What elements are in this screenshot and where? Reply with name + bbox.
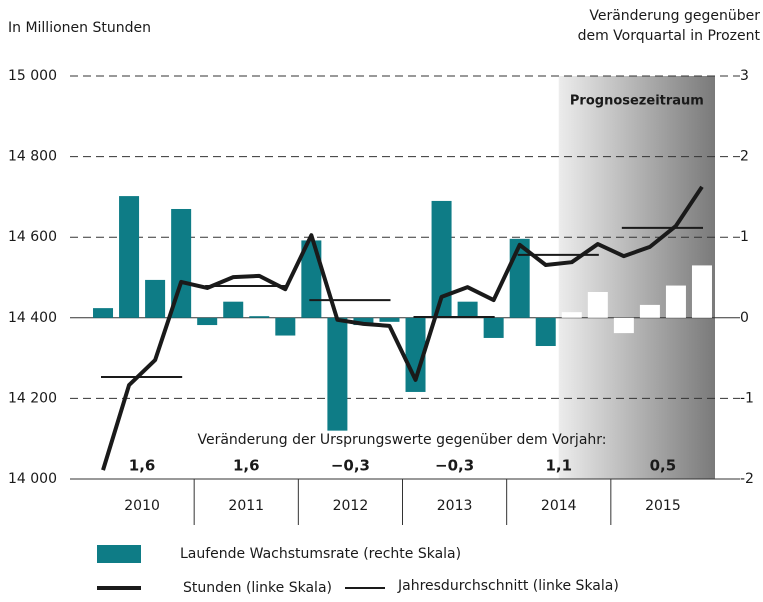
annual-change-label: 1,1 bbox=[545, 457, 572, 475]
bar bbox=[301, 240, 322, 318]
bar bbox=[431, 200, 452, 318]
y-axis-label: In Millionen Stunden bbox=[8, 20, 151, 36]
annual-change-label: 0,5 bbox=[650, 457, 677, 475]
y2-axis-label: Veränderung gegenüber bbox=[589, 8, 760, 24]
legend-swatch bbox=[97, 545, 141, 563]
bar bbox=[379, 317, 400, 322]
annual-change-label: −0,3 bbox=[435, 457, 474, 475]
bar bbox=[561, 312, 582, 318]
legend-label: Stunden (linke Skala) bbox=[183, 580, 332, 596]
x-tick-label: 2011 bbox=[228, 498, 264, 514]
bar bbox=[197, 317, 218, 326]
legend-label: Jahresdurchschnitt (linke Skala) bbox=[397, 578, 619, 594]
legend-label: Laufende Wachstumsrate (rechte Skala) bbox=[180, 546, 461, 562]
annual-change-label: −0,3 bbox=[331, 457, 370, 475]
bar bbox=[145, 279, 166, 318]
bar bbox=[587, 292, 608, 318]
annotation: Veränderung der Ursprungswerte gegenüber… bbox=[197, 432, 606, 448]
y2-tick-label: 2 bbox=[740, 149, 749, 165]
bar bbox=[327, 317, 348, 431]
y2-tick-label: -1 bbox=[740, 390, 754, 406]
bar bbox=[353, 317, 374, 326]
x-tick-label: 2014 bbox=[541, 498, 577, 514]
x-tick-label: 2015 bbox=[645, 498, 681, 514]
y2-tick-label: 0 bbox=[740, 310, 749, 326]
annual-change-label: 1,6 bbox=[233, 457, 260, 475]
bar bbox=[171, 208, 192, 318]
annual-change-label: 1,6 bbox=[129, 457, 156, 475]
hours-line bbox=[101, 185, 704, 471]
bar bbox=[93, 308, 114, 318]
y2-axis-label: dem Vorquartal in Prozent bbox=[578, 28, 761, 44]
bar bbox=[249, 316, 270, 318]
x-tick-label: 2010 bbox=[124, 498, 160, 514]
bar bbox=[691, 265, 712, 318]
y-tick-label: 14 800 bbox=[8, 149, 57, 165]
y-tick-label: 14 400 bbox=[8, 310, 57, 326]
y-tick-label: 14 200 bbox=[8, 390, 57, 406]
bar bbox=[275, 317, 296, 336]
y-tick-label: 14 600 bbox=[8, 229, 57, 245]
x-tick-label: 2013 bbox=[437, 498, 473, 514]
y-tick-label: 15 000 bbox=[8, 68, 57, 84]
forecast-region bbox=[558, 76, 715, 479]
bar bbox=[457, 301, 478, 318]
bar bbox=[665, 285, 686, 318]
bar bbox=[119, 196, 140, 318]
y-tick-label: 14 000 bbox=[8, 471, 57, 487]
bar bbox=[535, 317, 556, 347]
bar bbox=[483, 317, 504, 338]
y2-tick-label: -2 bbox=[740, 471, 754, 487]
bar bbox=[223, 301, 244, 318]
bar bbox=[639, 304, 660, 318]
x-tick-label: 2012 bbox=[333, 498, 369, 514]
y2-tick-label: 3 bbox=[740, 68, 749, 84]
bar bbox=[613, 317, 634, 334]
forecast-label: Prognosezeitraum bbox=[570, 94, 704, 109]
y2-tick-label: 1 bbox=[740, 229, 749, 245]
